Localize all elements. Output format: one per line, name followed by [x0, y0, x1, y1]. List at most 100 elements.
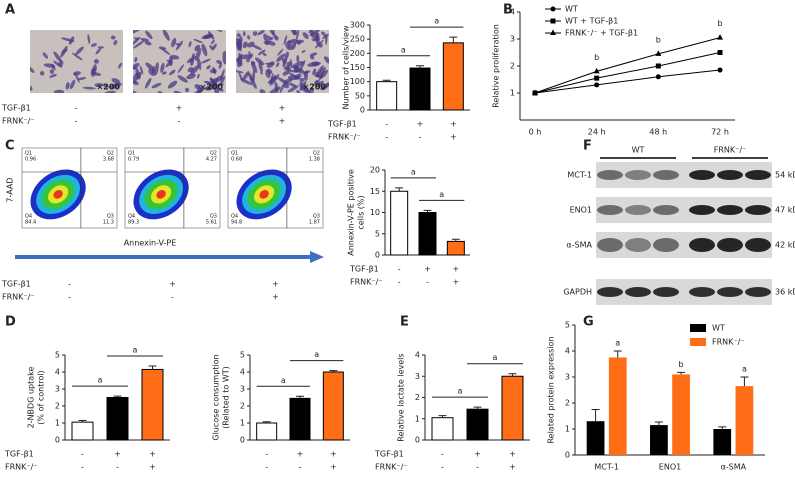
cell — [321, 83, 329, 91]
y-tick-label: 250 — [350, 35, 365, 44]
cell — [30, 85, 33, 91]
treatment-sign: + — [450, 133, 457, 142]
treatment-sign: + — [330, 463, 337, 472]
treatment-sign: - — [476, 463, 479, 472]
protein-label: GAPDH — [563, 288, 592, 297]
cell — [161, 71, 167, 75]
y-tick-label: 300 — [350, 21, 365, 30]
treatment-sign: - — [68, 293, 71, 302]
treatment-label: TGF-β1 — [1, 104, 31, 113]
significance-label: b — [594, 53, 599, 62]
cell — [237, 38, 242, 51]
legend-label: WT — [565, 5, 578, 14]
y-tick-label: 3 — [55, 385, 60, 394]
cell — [283, 34, 288, 45]
quadrant-name: Q3 — [210, 214, 217, 220]
cell — [171, 37, 177, 48]
y-tick-label: 1 — [240, 419, 245, 428]
y-tick-label: 2 — [55, 402, 60, 411]
cell — [236, 70, 244, 74]
panel-letter: F — [583, 139, 592, 154]
quadrant-value: 84.4 — [25, 220, 36, 226]
treatment-sign: + — [272, 293, 279, 302]
treatment-label: FRNK⁻/⁻ — [350, 278, 383, 287]
y-tick-label: 3 — [415, 372, 420, 381]
blot-band — [689, 170, 715, 180]
cell — [111, 78, 121, 84]
treatment-label: TGF-β1 — [327, 120, 357, 129]
bar — [376, 81, 398, 111]
significance-label: b — [656, 35, 661, 44]
cell — [74, 72, 80, 83]
cell — [97, 46, 105, 49]
cell — [82, 86, 96, 90]
blot-band — [625, 238, 651, 252]
flow-density — [259, 190, 269, 199]
bar — [289, 397, 311, 441]
significance-label: a — [401, 45, 406, 54]
treatment-sign: - — [441, 450, 444, 459]
cell — [77, 77, 87, 81]
cell — [93, 59, 99, 64]
cell — [282, 57, 288, 68]
cell — [188, 41, 192, 48]
cell — [214, 30, 223, 32]
cell — [134, 56, 138, 63]
quadrant-name: Q1 — [231, 151, 238, 157]
treatment-sign: + — [272, 280, 279, 289]
cell — [259, 89, 266, 93]
blot-band — [597, 205, 623, 215]
cell — [69, 79, 76, 90]
size-label: 42 kDa — [775, 241, 795, 250]
y-tick-label: 1 — [415, 414, 420, 423]
cell — [165, 60, 173, 68]
cell — [91, 64, 97, 77]
bar — [256, 422, 278, 441]
cell — [308, 87, 314, 93]
y-tick-label: 1 — [55, 419, 60, 428]
cell — [43, 63, 56, 68]
group-label: WT — [632, 146, 645, 155]
magnification-label: ×200 — [303, 83, 327, 92]
quadrant-value: 5.61 — [206, 220, 217, 226]
cell — [257, 49, 266, 56]
cell — [219, 76, 226, 85]
cell — [266, 61, 275, 68]
y-axis-label: Related protein expression — [547, 336, 556, 443]
x-tick-label: 24 h — [588, 128, 606, 137]
treatment-sign: - — [441, 463, 444, 472]
point — [594, 82, 600, 88]
bar — [442, 42, 464, 111]
cell — [303, 70, 308, 81]
treatment-sign: - — [398, 278, 401, 287]
size-label: 47 kDa — [775, 206, 795, 215]
blot-band — [717, 170, 743, 180]
treatment-sign: - — [385, 120, 388, 129]
treatment-sign: + — [169, 280, 176, 289]
y-tick-label: 200 — [350, 49, 365, 58]
blot-band — [625, 170, 651, 180]
blot-band — [625, 287, 651, 297]
cell — [104, 90, 116, 93]
treatment-sign: + — [452, 278, 459, 287]
error-bar — [329, 370, 338, 372]
cell — [239, 54, 251, 60]
significance-label: a — [615, 339, 620, 348]
y-axis-label: Annexin-V-PE positive — [347, 169, 356, 256]
cell — [133, 80, 139, 86]
cell — [309, 30, 321, 36]
quadrant-value: 0.96 — [25, 157, 36, 163]
y-tick-label: 4 — [240, 368, 245, 377]
cell — [167, 80, 178, 89]
treatment-sign: + — [279, 104, 286, 113]
treatment-sign: + — [424, 265, 431, 274]
cell — [161, 48, 171, 55]
y-tick-label: 0 — [55, 436, 60, 445]
cell — [191, 53, 195, 58]
cell — [274, 81, 279, 93]
cell — [293, 65, 299, 73]
magnification-label: ×200 — [200, 83, 224, 92]
cell — [247, 35, 251, 40]
cell — [203, 80, 211, 84]
cell — [162, 30, 170, 41]
